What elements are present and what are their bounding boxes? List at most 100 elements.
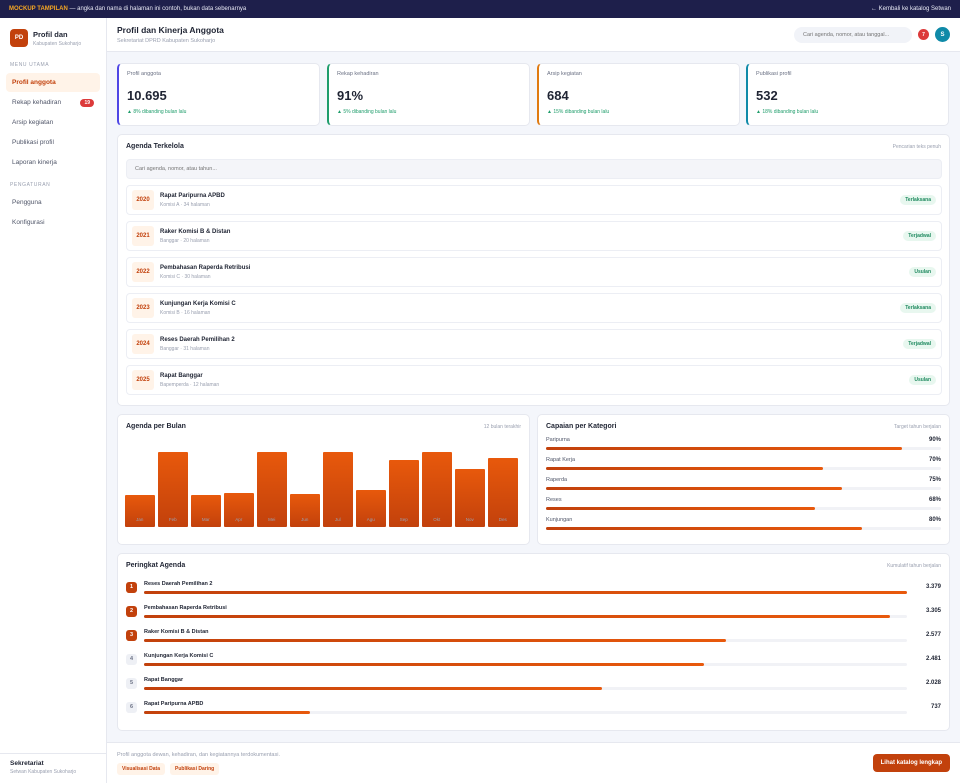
stat-value: 10.695 [127, 88, 167, 103]
agenda-card: Agenda Terkelola Pencarian teks penuh 20… [117, 134, 950, 406]
ranking-info: Rapat Banggar [144, 677, 907, 690]
progress-track [546, 527, 941, 530]
ranking-row[interactable]: 5 Rapat Banggar 2.028 [126, 671, 941, 695]
agenda-row[interactable]: 2023 Kunjungan Kerja Komisi C Komisi B · 1… [126, 293, 942, 323]
sidebar-item-arsip-kegiatan[interactable]: Arsip kegiatan [6, 113, 100, 132]
sidebar-item-publikasi-profil[interactable]: Publikasi profil [6, 133, 100, 152]
brand-title: Profil dan [33, 29, 68, 39]
page-subtitle: Sekretariat DPRD Kabupaten Sukoharjo [117, 38, 216, 44]
rank-number: 1 [126, 581, 137, 593]
brand[interactable]: PD Profil dan Kabupaten Sukoharjo [0, 18, 106, 58]
progress-fill [546, 507, 815, 510]
category-row: Reses 68% [546, 497, 941, 510]
category-head: Kunjungan 80% [546, 517, 941, 523]
ranking-info: Kunjungan Kerja Komisi C [144, 653, 907, 666]
avatar[interactable]: S [935, 27, 950, 42]
month-label: Feb [168, 517, 177, 522]
sidebar-footer-title: Sekretariat [10, 760, 44, 767]
ranking-row[interactable]: 3 Raker Komisi B & Distan 2.577 [126, 623, 941, 647]
ranking-row[interactable]: 4 Kunjungan Kerja Komisi C 2.481 [126, 647, 941, 671]
ranking-row[interactable]: 2 Pembahasan Raperda Retribusi 3.305 [126, 599, 941, 623]
agenda-row[interactable]: 2020 Rapat Paripurna APBD Komisi A · 34 ha… [126, 185, 942, 215]
month-label: Mar [201, 517, 210, 522]
monthly-card: Agenda per Bulan 12 bulan terakhir Jan Fe… [117, 414, 530, 545]
bar-nov [455, 468, 485, 527]
monthly-hint: 12 bulan terakhir [483, 423, 521, 430]
ranking-fill [144, 662, 705, 666]
ranking-value: 737 [930, 704, 941, 710]
agenda-meta: Banggar · 31 halaman [160, 345, 210, 352]
sidebar-item-laporan-kinerja[interactable]: Laporan kinerja [6, 153, 100, 172]
chip-publikasi-daring[interactable]: Publikasi Daring [170, 763, 220, 775]
agenda-meta: Komisi A · 34 halaman [160, 201, 210, 208]
stat-delta: ▲ 8% dibanding bulan lalu [127, 109, 187, 115]
agenda-row[interactable]: 2024 Reses Daerah Pemilihan 2 Banggar · 31… [126, 329, 942, 359]
sidebar-item-pengguna[interactable]: Pengguna [6, 193, 100, 212]
agenda-search-input[interactable] [126, 159, 942, 179]
sidebar: PD Profil dan Kabupaten Sukoharjo MENU U… [0, 18, 107, 783]
ranking-list: 1 Reses Daerah Pemilihan 2 3.379 2 Pembahasa… [126, 575, 941, 719]
category-hint: Target tahun berjalan [894, 423, 941, 430]
ranking-track [144, 638, 907, 642]
ranking-row[interactable]: 1 Reses Daerah Pemilihan 2 3.379 [126, 575, 941, 599]
bar-jul [323, 452, 353, 527]
brand-subtitle: Kabupaten Sukoharjo [33, 40, 82, 47]
section-label-main: MENU UTAMA [10, 62, 50, 68]
bar-apr [224, 493, 254, 527]
status-badge: Terjadwal [903, 231, 936, 241]
status-badge: Usulan [909, 375, 936, 385]
stat-label: Publikasi profil [756, 71, 792, 77]
view-catalog-button[interactable]: Lihat katalog lengkap [872, 754, 950, 772]
category-list: Paripurna 90% Rapat Kerja 70% Raperda 75% Rese… [546, 437, 941, 530]
status-badge: Terjadwal [903, 339, 936, 349]
agenda-year: 2025 [132, 370, 154, 390]
sidebar-item-profil-anggota[interactable]: Profil anggota [6, 73, 100, 92]
mockup-notice: MOCKUP TAMPILAN — angka dan nama di hala… [9, 6, 246, 12]
ranking-name: Kunjungan Kerja Komisi C [144, 652, 214, 659]
agenda-info: Rapat Paripurna APBD Komisi A · 34 halama… [160, 193, 900, 208]
ranking-row[interactable]: 6 Rapat Paripurna APBD 737 [126, 695, 941, 719]
agenda-name: Raker Komisi B & Distan [160, 228, 231, 235]
category-row: Paripurna 90% [546, 437, 941, 450]
progress-fill [546, 527, 862, 530]
agenda-info: Rapat Banggar Bapemperda · 12 halaman [160, 373, 909, 388]
rank-number: 3 [126, 629, 137, 641]
agenda-row[interactable]: 2022 Pembahasan Raperda Retribusi Komisi C… [126, 257, 942, 287]
chip-visualisasi-data[interactable]: Visualisasi Data [117, 763, 165, 775]
ranking-track [144, 686, 907, 690]
progress-fill [546, 467, 823, 470]
category-name: Kunjungan [546, 517, 573, 523]
section-label-settings: PENGATURAN [10, 182, 51, 188]
status-badge: Terlaksana [900, 195, 936, 205]
bar-jun [290, 494, 320, 527]
category-name: Paripurna [546, 437, 570, 443]
agenda-name: Rapat Banggar [160, 372, 203, 379]
month-label: Nov [465, 517, 474, 522]
mockup-note: — angka dan nama di halaman ini contoh, … [69, 6, 247, 12]
sidebar-item-rekap-kehadiran[interactable]: Rekap kehadiran 19 [6, 93, 100, 112]
notification-badge[interactable]: 7 [918, 29, 929, 40]
agenda-meta: Banggar · 20 halaman [160, 237, 210, 244]
bar-okt [422, 452, 452, 527]
stat-delta: ▲ 15% dibanding bulan lalu [547, 109, 610, 115]
rank-number: 6 [126, 701, 137, 713]
progress-track [546, 507, 941, 510]
rank-number: 2 [126, 605, 137, 617]
agenda-row[interactable]: 2021 Raker Komisi B & Distan Banggar · 20 … [126, 221, 942, 251]
agenda-info: Pembahasan Raperda Retribusi Komisi C · 3… [160, 265, 909, 280]
ranking-fill [144, 686, 602, 690]
agenda-meta: Komisi B · 16 halaman [160, 309, 211, 316]
monthly-bar-chart [125, 437, 521, 527]
agenda-row[interactable]: 2025 Rapat Banggar Bapemperda · 12 halaman… [126, 365, 942, 395]
category-card: Capaian per Kategori Target tahun berjal… [537, 414, 950, 545]
category-row: Kunjungan 80% [546, 517, 941, 530]
back-to-catalog-link[interactable]: ← Kembali ke katalog Setwan [870, 6, 951, 12]
search-input[interactable] [794, 26, 912, 43]
sidebar-item-label: Konfigurasi [12, 219, 45, 226]
ranking-fill [144, 590, 907, 594]
page-footer: Profil anggota dewan, kehadiran, dan keg… [107, 742, 960, 783]
ranking-fill [144, 614, 891, 618]
sidebar-item-konfigurasi[interactable]: Konfigurasi [6, 213, 100, 232]
bar-mar [191, 494, 221, 527]
category-percent: 75% [928, 477, 941, 483]
